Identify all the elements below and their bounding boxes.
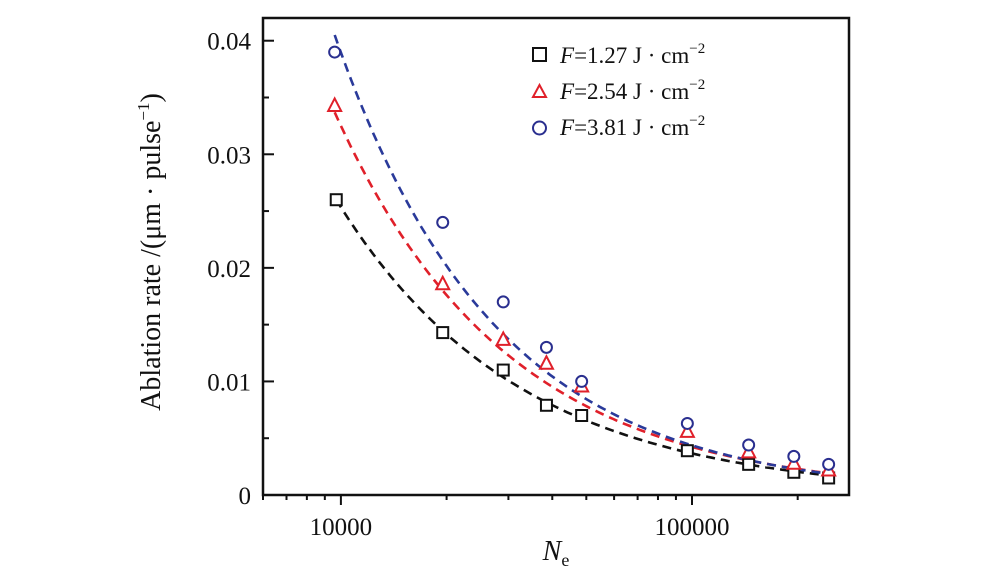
x-axis-title: Ne xyxy=(542,536,570,570)
x-axis-title-main: N xyxy=(542,536,563,567)
data-point-series-3 xyxy=(742,438,756,452)
legend-marker-triangle xyxy=(531,82,548,98)
y-tick-label: 0 xyxy=(239,483,252,510)
data-point-series-1 xyxy=(539,398,553,412)
x-tick-label: 100000 xyxy=(654,514,729,541)
data-point-series-3 xyxy=(496,295,510,309)
plot-frame xyxy=(261,16,851,497)
data-point-series-3 xyxy=(436,215,450,229)
y-axis-title-end: ) xyxy=(136,93,167,102)
data-point-series-1 xyxy=(742,457,756,471)
data-point-series-1 xyxy=(329,193,343,207)
axis-ticks xyxy=(262,39,799,505)
y-axis-title: Ablation rate /(μm · pulse−1) xyxy=(134,93,167,411)
data-point-series-2 xyxy=(679,422,696,438)
data-point-series-3 xyxy=(787,449,801,463)
legend-item-2: F=2.54 J · cm−2 xyxy=(531,77,705,104)
tick-labels: 0 0.01 0.02 0.03 0.04 10000 100000 xyxy=(207,29,729,541)
legend-marker-square xyxy=(532,47,547,62)
legend-label-3-var: F xyxy=(559,115,575,140)
legend-label-2-rest: =2.54 J · cm xyxy=(574,79,689,104)
fit-curve-series-3 xyxy=(333,34,832,476)
data-point-series-2 xyxy=(434,274,451,291)
legend-label-1: F=1.27 J · cm−2 xyxy=(559,41,705,68)
y-tick-label: 0.02 xyxy=(207,256,251,283)
y-tick-label: 0.04 xyxy=(207,29,251,56)
data-point-series-3 xyxy=(822,457,836,471)
data-point-series-1 xyxy=(496,363,510,377)
legend-label-2-var: F xyxy=(559,79,575,104)
legend-label-1-rest: =1.27 J · cm xyxy=(574,43,689,68)
legend-label-3-sup: −2 xyxy=(689,113,705,129)
data-point-series-3 xyxy=(328,45,342,59)
fit-curve-series-2 xyxy=(333,111,832,475)
legend-item-1: F=1.27 J · cm−2 xyxy=(532,41,705,68)
data-point-series-1 xyxy=(436,326,450,340)
data-markers xyxy=(326,45,837,485)
data-point-series-3 xyxy=(575,374,589,388)
y-axis-title-sup: −1 xyxy=(134,102,153,120)
data-point-series-2 xyxy=(326,96,343,112)
data-point-series-3 xyxy=(539,340,553,354)
legend-label-1-sup: −2 xyxy=(689,41,705,57)
data-point-series-2 xyxy=(538,354,555,370)
x-axis-title-sub: e xyxy=(561,550,569,570)
legend-label-2-sup: −2 xyxy=(689,77,705,93)
legend-label-3-rest: =3.81 J · cm xyxy=(574,115,689,140)
y-axis-title-main: Ablation rate /(μm · pulse xyxy=(136,121,167,411)
data-point-series-2 xyxy=(495,330,512,346)
legend-label-3: F=3.81 J · cm−2 xyxy=(559,113,705,140)
data-point-series-3 xyxy=(680,416,694,430)
y-tick-label: 0.01 xyxy=(207,369,251,396)
legend: F=1.27 J · cm−2 F=2.54 J · cm−2 F=3.81 J… xyxy=(531,41,705,140)
data-point-series-1 xyxy=(575,409,589,422)
y-tick-label: 0.03 xyxy=(207,142,251,169)
legend-label-1-var: F xyxy=(559,43,575,68)
x-tick-label: 10000 xyxy=(310,514,373,541)
legend-marker-circle xyxy=(532,120,547,136)
legend-label-2: F=2.54 J · cm−2 xyxy=(559,77,705,104)
legend-item-3: F=3.81 J · cm−2 xyxy=(532,113,705,140)
fit-curve-series-1 xyxy=(335,199,832,477)
data-point-series-1 xyxy=(680,444,694,458)
